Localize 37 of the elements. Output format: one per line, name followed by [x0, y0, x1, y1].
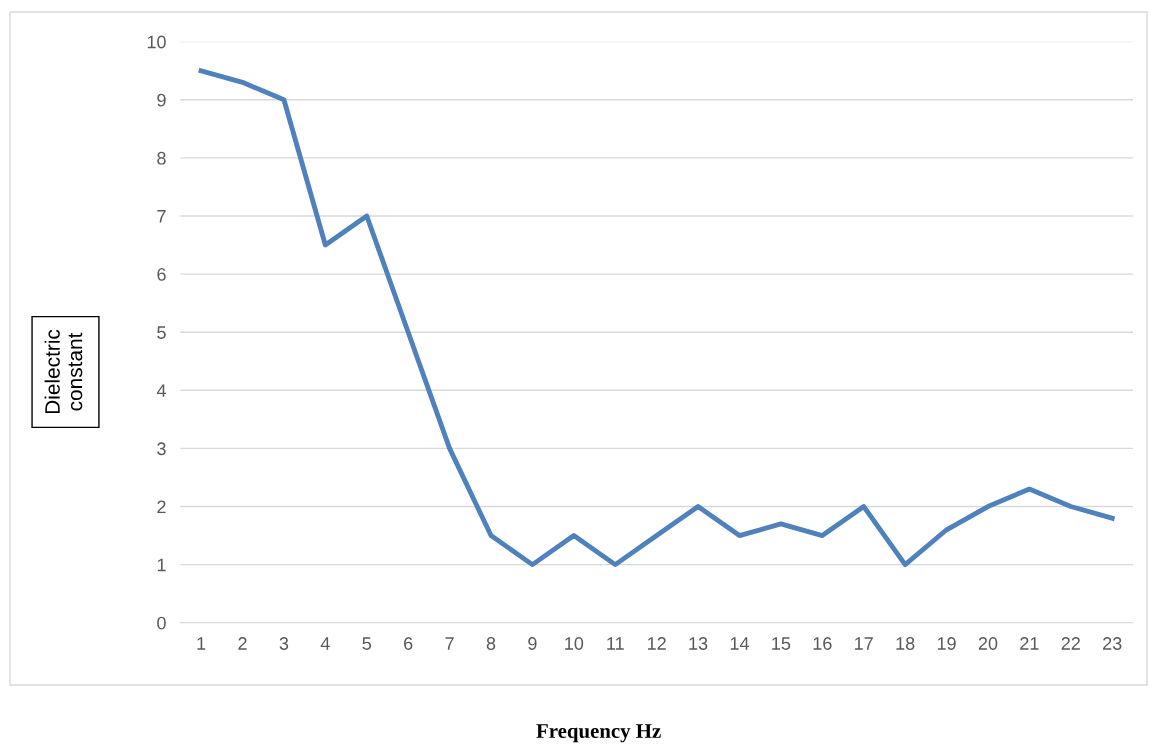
- y-tick-label: 4: [156, 384, 166, 397]
- x-tick-label: 11: [607, 637, 624, 650]
- y-tick-label: 3: [157, 442, 166, 456]
- x-tick-label: 23: [1103, 637, 1122, 650]
- x-tick-label: 22: [1061, 637, 1080, 650]
- line-series: [198, 68, 1115, 568]
- x-tick-label: 6: [404, 637, 413, 650]
- x-tick-label: 15: [772, 637, 791, 650]
- y-tick-label: 7: [157, 210, 166, 223]
- x-tick-label: 5: [362, 637, 372, 650]
- x-tick-label: 3: [279, 637, 289, 650]
- x-tick-label: 13: [689, 637, 708, 650]
- x-tick-label: 1: [197, 637, 206, 650]
- y-tick-label: 6: [157, 268, 166, 281]
- y-tick-label: 5: [157, 326, 166, 339]
- x-tick-label: 10: [565, 637, 584, 650]
- y-tick-label: 10: [147, 35, 166, 49]
- y-tick-label: 1: [157, 558, 166, 572]
- y-tick-label: 8: [157, 151, 166, 165]
- x-tick-label: 18: [896, 637, 915, 650]
- x-tick-label: 19: [937, 637, 956, 650]
- x-tick-label: 17: [855, 637, 873, 650]
- y-tick-label: 2: [157, 500, 166, 514]
- x-tick-label: 2: [238, 637, 247, 650]
- x-tick-label: 12: [647, 637, 666, 650]
- x-tick-label: 16: [813, 637, 832, 650]
- x-tick-label: 20: [978, 637, 998, 650]
- x-tick-label: 9: [528, 637, 537, 650]
- y-axis-title: Dielectric constant: [44, 329, 83, 414]
- x-tick-label: 8: [486, 637, 496, 650]
- y-tick-label: 0: [157, 616, 166, 630]
- y-tick-label: 9: [157, 93, 166, 107]
- x-tick-label: 7: [445, 637, 454, 650]
- x-tick-label: 4: [320, 637, 330, 650]
- x-tick-label: 21: [1020, 637, 1039, 650]
- x-axis-title: Frequency Hz: [536, 724, 661, 743]
- x-tick-label: 14: [730, 637, 749, 650]
